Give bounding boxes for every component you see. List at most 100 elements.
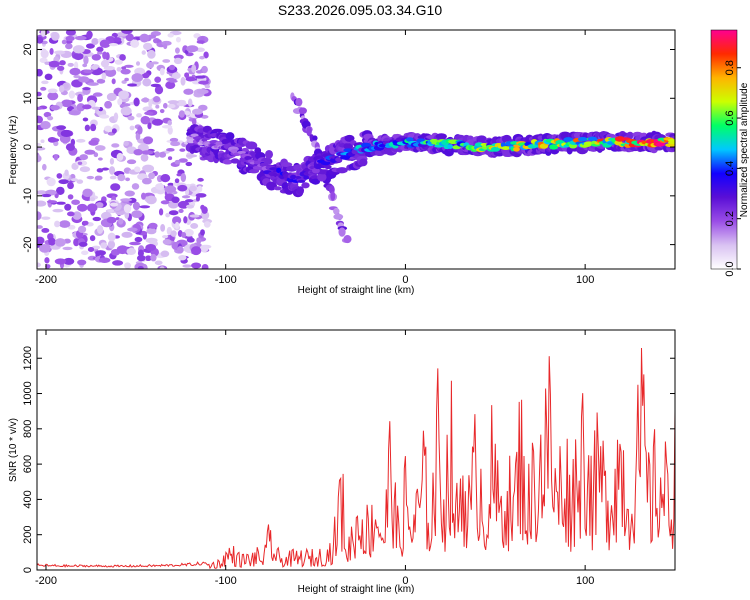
noise-cell [46, 177, 56, 187]
trace-core-cell [297, 179, 306, 183]
noise-cell [77, 76, 90, 83]
noise-cell [96, 78, 106, 84]
noise-cell [136, 254, 146, 262]
noise-cell [191, 118, 197, 125]
branch-cell [298, 107, 307, 115]
trace-halo-cell [336, 167, 348, 174]
noise-cell [185, 154, 198, 158]
trace-core-cell [259, 162, 269, 167]
trace-core-cell [665, 143, 675, 148]
noise-cell [142, 164, 155, 173]
noise-cell [45, 264, 51, 269]
noise-cell [52, 208, 64, 213]
noise-cell [111, 143, 120, 148]
noise-cell [77, 93, 83, 103]
noise-cell [159, 67, 165, 76]
noise-cell [167, 120, 173, 126]
noise-cell [137, 125, 143, 135]
noise-cell [64, 169, 69, 177]
noise-cell [134, 236, 143, 243]
noise-cell [37, 154, 42, 163]
spectrogram-x-tick-label: -100 [215, 274, 237, 286]
noise-cell [100, 242, 108, 249]
noise-cell [65, 43, 73, 50]
noise-cell [82, 220, 89, 226]
noise-cell [63, 257, 75, 265]
noise-cell [82, 63, 88, 68]
noise-cell [197, 185, 203, 193]
branch-cell [306, 126, 312, 137]
noise-cell [143, 42, 153, 51]
noise-cell [82, 104, 92, 110]
noise-cell [77, 225, 87, 234]
noise-cell [117, 98, 123, 106]
noise-cell [191, 262, 202, 269]
noise-cell [134, 166, 141, 173]
trace-halo-cell [225, 132, 235, 141]
noise-cell [82, 188, 93, 198]
noise-cell [168, 210, 179, 216]
noise-cell [167, 100, 179, 104]
trace-halo-cell [344, 134, 355, 142]
noise-cell [167, 103, 176, 109]
noise-cell [51, 138, 60, 142]
noise-cell [170, 141, 181, 147]
colorbar-tick-label: 0.2 [724, 211, 736, 226]
noise-cell [146, 61, 154, 69]
noise-cell [118, 218, 124, 225]
trace-halo-cell [265, 150, 274, 159]
noise-cell [96, 46, 104, 53]
noise-cell [76, 179, 84, 184]
noise-cell [174, 221, 180, 230]
spectrogram-y-tick-label: -20 [22, 237, 34, 253]
noise-cell [147, 49, 156, 59]
noise-cell [160, 223, 166, 232]
noise-cell [159, 266, 165, 269]
noise-cell [77, 161, 83, 165]
noise-cell [196, 237, 202, 244]
noise-cell [84, 124, 91, 132]
snr-y-tick-label: 800 [22, 420, 34, 438]
noise-cell [148, 172, 156, 180]
noise-cell [177, 184, 188, 192]
noise-cell [139, 33, 150, 43]
noise-cell [59, 60, 66, 66]
trace-halo-cell [311, 178, 321, 185]
noise-cell [37, 262, 41, 268]
noise-cell [141, 50, 146, 55]
noise-cell [121, 66, 127, 70]
trace-halo-cell [222, 159, 233, 165]
noise-cell [67, 181, 74, 190]
noise-cell [40, 121, 51, 130]
noise-cell [37, 106, 43, 111]
noise-cell [131, 183, 140, 190]
noise-cell [154, 76, 162, 83]
noise-cell [137, 249, 144, 257]
noise-cell [108, 166, 116, 175]
noise-cell [162, 239, 172, 245]
noise-cell [167, 156, 173, 161]
noise-cell [174, 47, 180, 54]
noise-cell [161, 124, 173, 129]
noise-cell [124, 262, 131, 269]
noise-cell [144, 255, 152, 262]
noise-cell [51, 31, 60, 41]
noise-cell [131, 73, 144, 83]
noise-cell [116, 245, 129, 255]
trace-halo-cell [324, 164, 332, 170]
noise-cell [167, 33, 174, 38]
noise-cell [162, 234, 169, 239]
noise-cell [154, 85, 164, 95]
noise-cell [99, 114, 110, 119]
trace-core-cell [577, 137, 588, 142]
trace-core-cell [513, 146, 520, 152]
noise-cell [169, 137, 179, 142]
noise-cell [181, 232, 187, 238]
noise-cell [82, 87, 91, 91]
noise-cell [141, 97, 150, 103]
noise-cell [158, 151, 167, 158]
noise-cell [173, 57, 183, 65]
trace-core-cell [614, 136, 626, 142]
noise-cell [62, 246, 73, 251]
trace-core-cell [244, 155, 252, 161]
